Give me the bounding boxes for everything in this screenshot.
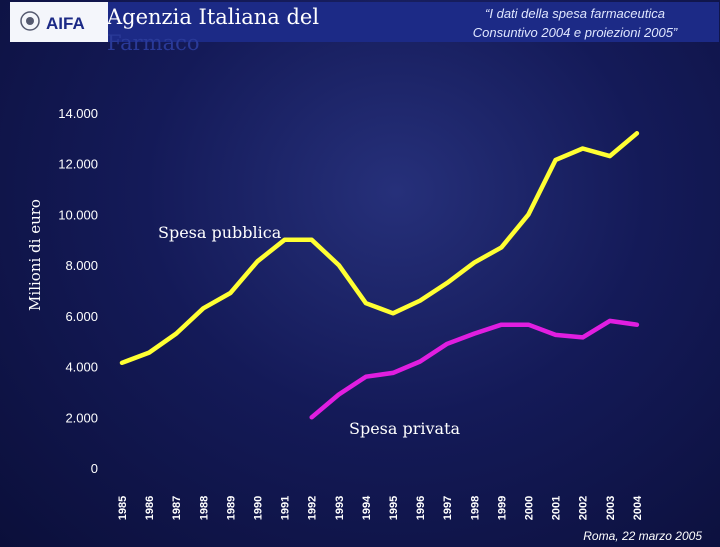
x-tick-label: 1988 (198, 496, 210, 520)
x-tick-label: 1987 (171, 496, 183, 520)
series-lines (119, 131, 640, 420)
y-tick-label: 12.000 (58, 157, 98, 172)
logo: AIFA (10, 2, 108, 42)
y-tick-label: 0 (91, 461, 98, 476)
x-tick-label: 1999 (496, 496, 508, 520)
series-label-public: Spesa pubblica (158, 223, 282, 242)
x-tick-label: 2001 (551, 496, 563, 520)
x-tick-label: 1991 (280, 496, 292, 520)
x-tick-label: 2003 (605, 496, 617, 520)
logo-text: AIFA (46, 14, 85, 33)
x-tick-label: 1989 (225, 496, 237, 520)
document-title-line2: Consuntivo 2004 e proiezioni 2005” (472, 25, 678, 40)
agency-name-line1: Agenzia Italiana del (107, 5, 320, 29)
y-tick-label: 8.000 (65, 258, 98, 273)
agency-name: Agenzia Italiana del Farmaco (107, 4, 347, 56)
y-tick-label: 2.000 (65, 410, 98, 425)
document-title-line1: “I dati della spesa farmaceutica (485, 6, 665, 21)
agency-name-line2: Farmaco (107, 31, 200, 55)
x-tick-label: 1992 (307, 496, 319, 520)
emblem-icon (20, 11, 40, 31)
y-tick-label: 14.000 (58, 106, 98, 121)
x-tick-label: 2004 (632, 495, 644, 520)
emblem-center-icon (26, 17, 34, 25)
y-tick-label: 10.000 (58, 207, 98, 222)
x-tick-label: 1993 (334, 496, 346, 520)
x-tick-label: 1994 (361, 495, 373, 520)
y-axis-ticks: 0 2.000 4.000 6.000 8.000 10.000 12.000 14.000 (58, 106, 98, 476)
series-line-private (309, 318, 640, 420)
logo-graphic: AIFA (20, 11, 85, 33)
series-labels: Spesa pubblica Spesa privata (158, 223, 461, 438)
x-tick-label: 1985 (117, 496, 129, 520)
document-title: “I dati della spesa farmaceutica Consunt… (450, 4, 700, 42)
x-tick-label: 2000 (524, 496, 536, 520)
x-tick-label: 2002 (578, 496, 590, 520)
footer-note: Roma, 22 marzo 2005 (583, 529, 702, 543)
header-bar (10, 2, 719, 42)
y-tick-label: 4.000 (65, 360, 98, 375)
y-tick-label: 6.000 (65, 309, 98, 324)
x-tick-label: 1996 (415, 496, 427, 520)
x-axis-ticks: 1985 1986 1987 1988 1989 1990 1991 1992 1993 1994… (117, 495, 644, 520)
x-tick-label: 1998 (469, 496, 481, 520)
x-tick-label: 1986 (144, 496, 156, 520)
series-line-public (119, 131, 640, 366)
series-label-private: Spesa privata (349, 419, 461, 438)
x-tick-label: 1990 (253, 496, 265, 520)
x-tick-label: 1997 (442, 496, 454, 520)
x-tick-label: 1995 (388, 496, 400, 520)
y-axis-label: Milioni di euro (26, 199, 44, 311)
